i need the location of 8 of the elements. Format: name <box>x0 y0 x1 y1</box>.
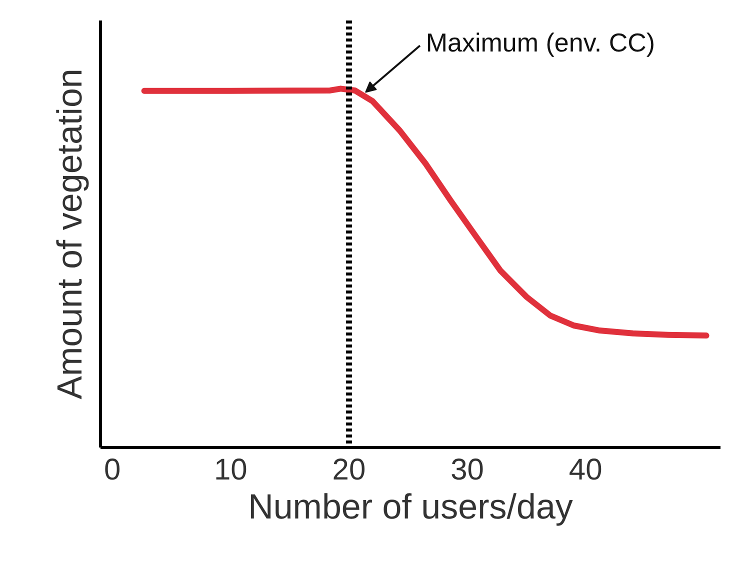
x-tick-label: 10 <box>214 454 248 486</box>
ref-line-label: Maximum (env. CC) <box>426 28 656 58</box>
x-tick-label: 30 <box>450 454 484 486</box>
x-axis-title: Number of users/day <box>248 488 574 526</box>
y-axis-title: Amount of vegetation <box>50 68 90 400</box>
x-tick-label: 20 <box>332 454 366 486</box>
x-tick-label: 40 <box>568 454 602 486</box>
x-tick-label: 0 <box>104 454 121 486</box>
